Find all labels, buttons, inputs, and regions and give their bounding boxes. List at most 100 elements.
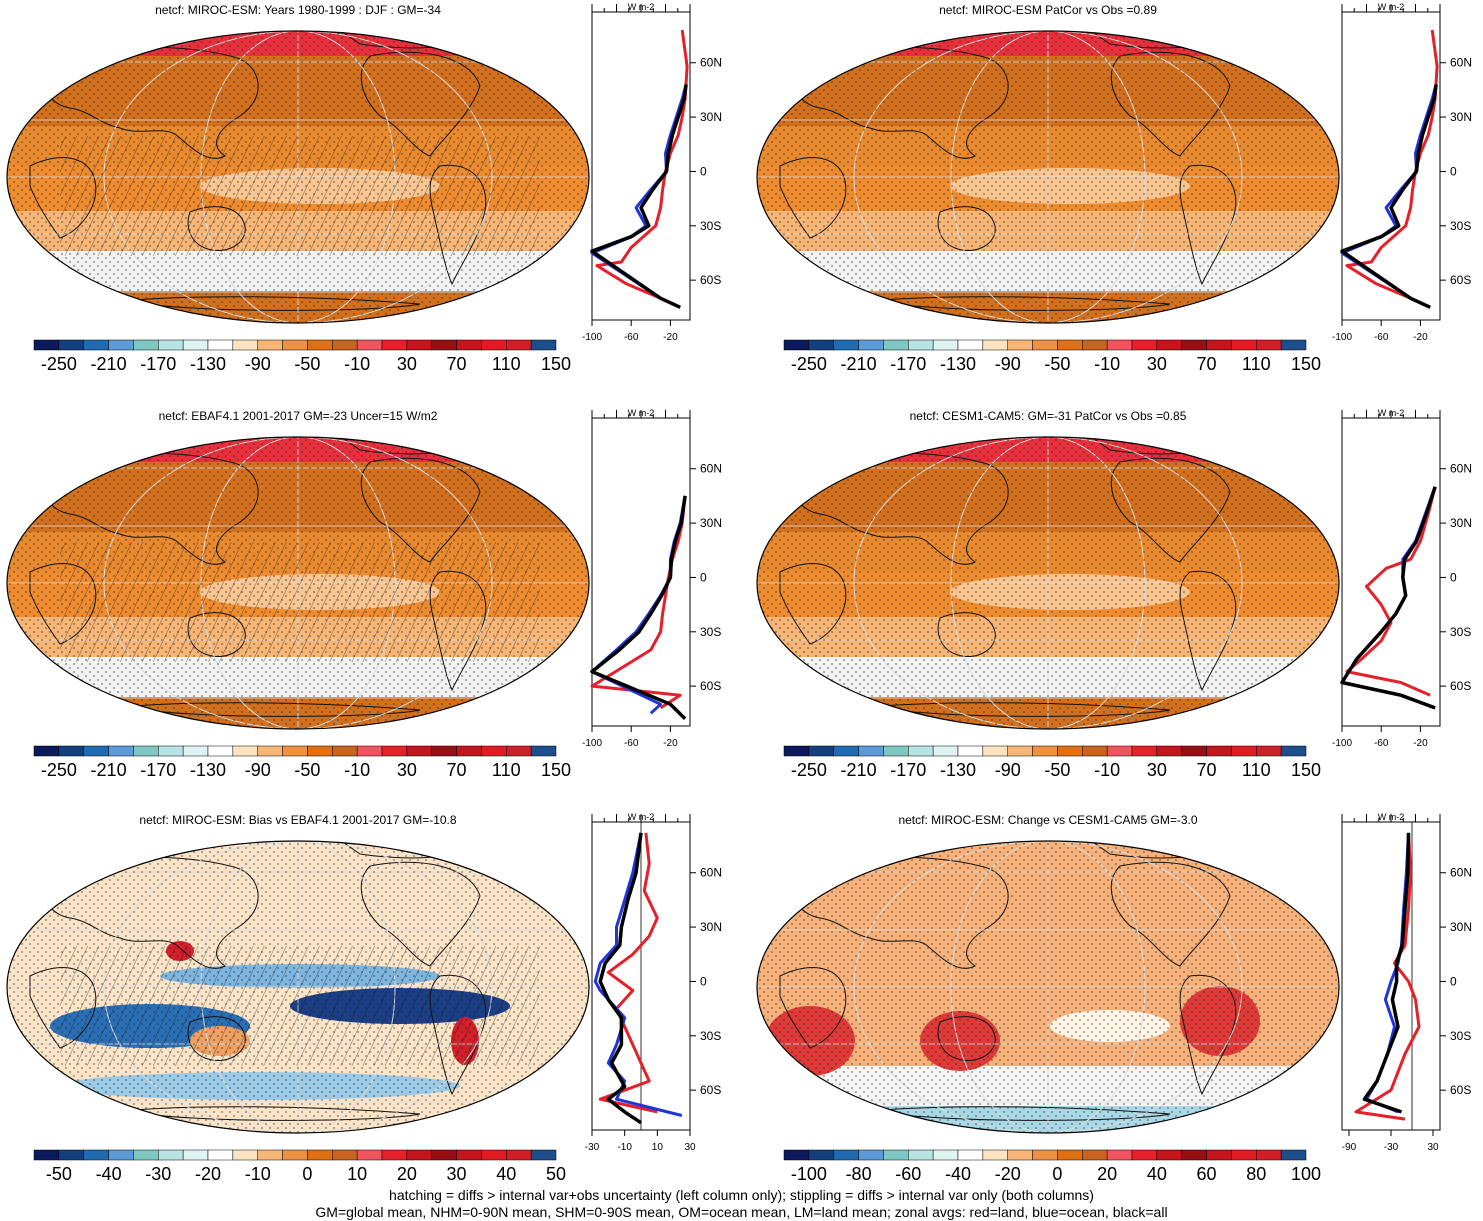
colorbar-swatch: [1057, 339, 1083, 351]
colorbar-label: -50: [294, 354, 320, 374]
colorbar-swatch: [1206, 745, 1232, 757]
panel-title: netcf: MIROC-ESM: Years 1980-1999 : DJF …: [155, 3, 441, 17]
colorbar-label: -40: [945, 1164, 971, 1184]
colorbar-swatch: [1181, 745, 1207, 757]
zonal-lat-label: 30S: [700, 219, 721, 233]
colorbar-label: -10: [245, 1164, 271, 1184]
colorbar-swatch: [783, 745, 810, 757]
zonal-x-label: -100: [1332, 738, 1352, 749]
colorbar-label: -130: [940, 354, 976, 374]
colorbar-swatch: [83, 1149, 109, 1161]
panel-p4: netcf: CESM1-CAM5: GM=-31 PatCor vs Obs …: [750, 406, 1483, 806]
colorbar-label: -210: [91, 354, 127, 374]
stippling: [757, 437, 1339, 729]
colorbar-swatch: [33, 1149, 60, 1161]
colorbar-swatch: [133, 339, 159, 351]
zonal-series-all: [1362, 832, 1411, 1114]
zonal-x-label: -60: [624, 738, 639, 749]
colorbar-swatch: [1007, 745, 1033, 757]
colorbar: -250 -210 -170 -130 -90 -50 -10 30 70 110 150: [783, 745, 1321, 780]
colorbar-label: -50: [1044, 354, 1070, 374]
colorbar-label: -10: [1094, 354, 1120, 374]
zonal-lat-label: 30N: [700, 110, 722, 124]
zonal-frame: [591, 11, 691, 321]
zonal-series-all: [590, 84, 688, 309]
colorbar-swatch: [456, 339, 482, 351]
colorbar-label: -10: [1094, 760, 1120, 780]
colorbar-swatch: [481, 1149, 507, 1161]
colorbar-label: -40: [96, 1164, 122, 1184]
colorbar-swatch: [1231, 1149, 1257, 1161]
colorbar-label: -210: [841, 354, 877, 374]
colorbar-label: -90: [245, 354, 271, 374]
colorbar-swatch: [257, 1149, 283, 1161]
colorbar-swatch: [33, 745, 60, 757]
colorbar-swatch: [182, 1149, 209, 1161]
zonal-series-all: [598, 832, 643, 1125]
zonal-x-label: -20: [663, 332, 678, 343]
colorbar-swatch: [1181, 1149, 1207, 1161]
map: [756, 436, 1340, 730]
hatching: [60, 542, 540, 662]
map: [756, 840, 1340, 1134]
zonal-lat-label: 60S: [1450, 273, 1471, 287]
zonal-series-land: [1354, 832, 1421, 1121]
colorbar-label: 20: [1097, 1164, 1117, 1184]
colorbar-swatch: [1156, 1149, 1182, 1161]
colorbar-label: 70: [1197, 760, 1217, 780]
colorbar-label: -90: [245, 760, 271, 780]
colorbar-swatch: [108, 1149, 134, 1161]
colorbar-label: 30: [447, 1164, 467, 1184]
zonal-x-label: 30: [684, 1142, 696, 1153]
colorbar-swatch: [58, 339, 84, 351]
panel-title: netcf: EBAF4.1 2001-2017 GM=-23 Uncer=15…: [158, 409, 438, 423]
colorbar-swatch: [307, 339, 333, 351]
colorbar-label: 110: [1242, 760, 1271, 780]
colorbar-swatch: [356, 1149, 383, 1161]
colorbar-swatch: [1131, 1149, 1158, 1161]
colorbar-label: 0: [1052, 1164, 1062, 1184]
colorbar: -250 -210 -170 -130 -90 -50 -10 30 70 110 150: [783, 339, 1321, 374]
colorbar-label: 10: [347, 1164, 367, 1184]
zonal-series-land: [1345, 29, 1439, 309]
zonal-lat-label: 30S: [700, 625, 721, 639]
zonal-lat-label: 30N: [1450, 516, 1472, 530]
colorbar-label: -210: [91, 760, 127, 780]
colorbar-label: 40: [496, 1164, 516, 1184]
colorbar-swatch: [1007, 1149, 1033, 1161]
colorbar-swatch: [883, 339, 909, 351]
colorbar-swatch: [431, 745, 457, 757]
colorbar-swatch: [481, 339, 507, 351]
colorbar-swatch: [530, 339, 557, 351]
map-outline: [756, 30, 1340, 324]
colorbar-label: -250: [41, 354, 77, 374]
colorbar-swatch: [1032, 745, 1058, 757]
colorbar-label: 70: [447, 354, 467, 374]
colorbar-swatch: [83, 339, 109, 351]
colorbar-swatch: [431, 339, 457, 351]
colorbar-swatch: [530, 745, 557, 757]
colorbar-swatch: [456, 745, 482, 757]
map: [6, 30, 590, 324]
colorbar-label: -170: [140, 760, 176, 780]
colorbar-swatch: [332, 1149, 358, 1161]
colorbar-swatch: [982, 339, 1008, 351]
colorbar: -100 -80 -60 -40 -20 0 20 40 60 80 100: [783, 1149, 1321, 1184]
colorbar-swatch: [883, 745, 909, 757]
panel-graphics: -50 -40 -30 -20 -10 0 10 20 30 40 50W m-2-30 -10 10 3…: [6, 812, 722, 1184]
colorbar-label: -250: [41, 760, 77, 780]
colorbar-swatch: [207, 1149, 234, 1161]
colorbar-swatch: [1280, 339, 1307, 351]
footer-line-2: GM=global mean, NHM=0-90N mean, SHM=0-90…: [315, 1204, 1168, 1220]
zonal-series-all: [1340, 486, 1437, 710]
panel-p5: netcf: MIROC-ESM: Bias vs EBAF4.1 2001-2…: [0, 810, 733, 1210]
panel-p2: netcf: MIROC-ESM PatCor vs Obs =0.89 -250…: [750, 0, 1483, 400]
colorbar-label: 30: [1147, 354, 1167, 374]
colorbar-swatch: [932, 339, 959, 351]
colorbar-swatch: [1082, 745, 1108, 757]
